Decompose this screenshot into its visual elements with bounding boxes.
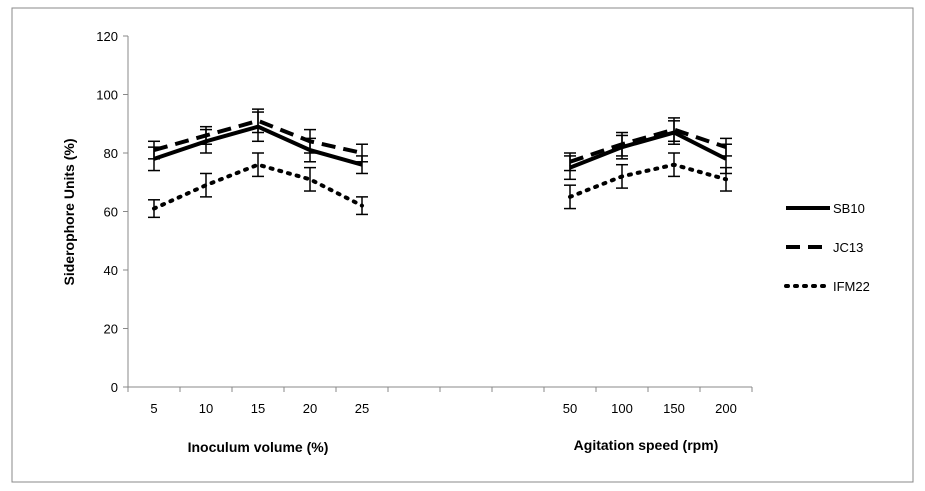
y-tick-label: 0 xyxy=(111,380,118,395)
x-tick-label: 100 xyxy=(611,401,633,416)
x-axis-label-agitation: Agitation speed (rpm) xyxy=(574,437,719,453)
x-axis-label-inoculum: Inoculum volume (%) xyxy=(188,439,329,455)
series-sb10 xyxy=(148,111,732,181)
legend-label-sb10: SB10 xyxy=(833,201,865,216)
y-tick-label: 20 xyxy=(104,322,118,337)
series-line-sb10 xyxy=(569,130,727,170)
legend-label-jc13: JC13 xyxy=(833,240,863,255)
series-ifm22 xyxy=(148,152,732,219)
x-tick-label: 20 xyxy=(303,401,317,416)
chart-frame xyxy=(11,7,914,483)
x-tick-label: 150 xyxy=(663,401,685,416)
x-tick-label: 50 xyxy=(563,401,577,416)
series-jc13 xyxy=(148,108,732,172)
x-tick-label: 200 xyxy=(715,401,737,416)
y-axis-label: Siderophore Units (%) xyxy=(61,138,77,285)
x-tick-label: 25 xyxy=(355,401,369,416)
x-tick-label: 15 xyxy=(251,401,265,416)
series-line-ifm22 xyxy=(152,162,364,211)
series-line-ifm22 xyxy=(568,162,728,199)
y-tick-label: 80 xyxy=(104,146,118,161)
y-tick-label: 100 xyxy=(96,88,118,103)
y-tick-label: 60 xyxy=(104,205,118,220)
x-tick-label: 10 xyxy=(199,401,213,416)
y-tick-label: 40 xyxy=(104,263,118,278)
legend-label-ifm22: IFM22 xyxy=(833,279,870,294)
y-tick-label: 120 xyxy=(96,29,118,44)
series-line-jc13 xyxy=(153,118,363,155)
series-line-jc13 xyxy=(569,127,727,164)
x-tick-label: 5 xyxy=(150,401,157,416)
